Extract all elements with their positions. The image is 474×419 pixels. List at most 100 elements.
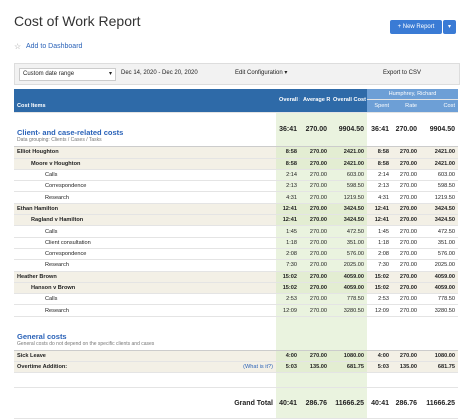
- row-label: Research: [14, 191, 276, 204]
- cell-cost: 778.50: [420, 293, 459, 306]
- row-label-text: Heather Brown: [17, 273, 57, 280]
- cell-cost: 778.50: [330, 293, 367, 306]
- section-row: Client- and case-related costs Data group…: [14, 112, 459, 148]
- table-row: Elliot Houghton 8:58 270.00 2421.00 8:58 270.…: [14, 146, 459, 159]
- cell-spent: 15:02: [276, 282, 300, 295]
- cell-spent: 4:31: [276, 191, 300, 204]
- cell-rate: 270.00: [392, 350, 420, 363]
- cell-spent: 1:18: [276, 237, 300, 249]
- row-label: Heather Brown: [14, 271, 276, 283]
- table-row: Calls 1:45 270.00 472.50 1:45 270.00 472.50: [14, 225, 459, 238]
- cell-spent: 2:14: [276, 169, 300, 182]
- cell-cost: 2421.00: [420, 158, 459, 170]
- row-label-text: Ragland v Hamilton: [31, 217, 84, 224]
- row-label: Correspondence: [14, 248, 276, 261]
- cell-spent: 8:58: [276, 158, 300, 170]
- cell-cost: 576.00: [330, 248, 367, 261]
- empty-cell: [420, 372, 459, 389]
- cell-spent: 15:02: [367, 282, 392, 295]
- row-label-text: Moore v Houghton: [31, 160, 81, 167]
- row-label: Sick Leave: [14, 350, 276, 363]
- cell-cost: 472.50: [330, 225, 367, 238]
- cell-cost: 3424.50: [330, 214, 367, 227]
- cell-cost: 9904.50: [330, 112, 367, 148]
- row-label-text: Correspondence: [45, 183, 87, 190]
- cell-rate: 135.00: [392, 361, 420, 374]
- cell-cost: 576.00: [420, 248, 459, 261]
- cell-rate: 270.00: [300, 350, 330, 363]
- cell-spent: 12:09: [276, 304, 300, 317]
- new-report-button[interactable]: + New Report: [390, 20, 442, 34]
- cell-cost: 2421.00: [420, 146, 459, 159]
- cell-rate: 270.00: [300, 282, 330, 295]
- grand-total-label: Grand Total: [14, 387, 276, 419]
- table-row: Moore v Houghton 8:58 270.00 2421.00 8:58 270…: [14, 158, 459, 170]
- cell-spent: 1:45: [367, 225, 392, 238]
- cell-cost: 2421.00: [330, 158, 367, 170]
- column-header: Overall Cost ($): [330, 89, 367, 114]
- table-row: Research 7:30 270.00 2025.00 7:30 270.00 2025.…: [14, 259, 459, 272]
- cell-rate: 270.00: [392, 271, 420, 283]
- table-row: Correspondence 2:08 270.00 576.00 2:08 270.00…: [14, 248, 459, 261]
- cell-cost: 681.75: [330, 361, 367, 374]
- section-title-cell: Client- and case-related costs Data group…: [14, 112, 276, 148]
- cell-rate: 270.00: [392, 304, 420, 317]
- empty-cell: [300, 372, 330, 389]
- cell-spent: 1:18: [367, 237, 392, 249]
- row-label: Research: [14, 304, 276, 317]
- cell-spent: 40:41: [367, 387, 392, 419]
- cell-cost: 3424.50: [420, 214, 459, 227]
- row-label-text: Calls: [45, 296, 58, 303]
- table-row: Ethan Hamilton 12:41 270.00 3424.50 12:41 270…: [14, 203, 459, 216]
- cell-cost: 4059.00: [330, 282, 367, 295]
- new-report-menu[interactable]: ▾: [443, 20, 456, 34]
- section-subtitle: General costs do not depend on the speci…: [17, 340, 155, 347]
- cell-rate: 270.00: [300, 158, 330, 170]
- cell-rate: 270.00: [300, 146, 330, 159]
- group-header: Humphrey, Richard: [367, 89, 459, 101]
- empty-cell: [14, 372, 276, 389]
- help-link[interactable]: (What is it?): [243, 364, 273, 371]
- export-csv-button[interactable]: Export to CSV: [367, 68, 421, 79]
- cell-cost: 603.00: [420, 169, 459, 182]
- cell-rate: 270.00: [392, 191, 420, 204]
- cell-spent: 40:41: [276, 387, 300, 419]
- row-label: Calls: [14, 225, 276, 238]
- cell-rate: 286.76: [392, 387, 420, 419]
- cell-cost: 681.75: [420, 361, 459, 374]
- cell-cost: 3424.50: [330, 203, 367, 216]
- empty-cell: [420, 316, 459, 351]
- cell-spent: 15:02: [367, 271, 392, 283]
- cell-spent: 5:03: [276, 361, 300, 374]
- cell-cost: 3280.50: [330, 304, 367, 317]
- toolbar: Custom date range ▾ Dec 14, 2020 - Dec 20…: [14, 63, 460, 85]
- cell-rate: 270.00: [300, 304, 330, 317]
- edit-configuration-button[interactable]: Edit Configuration ▾: [235, 70, 288, 76]
- cell-cost: 598.50: [420, 180, 459, 193]
- date-range[interactable]: Dec 14, 2020 - Dec 20, 2020: [121, 70, 198, 76]
- star-icon[interactable]: ☆: [14, 42, 22, 51]
- cell-spent: 1:45: [276, 225, 300, 238]
- cell-spent: 2:53: [367, 293, 392, 306]
- table-row: Heather Brown 15:02 270.00 4059.00 15:02 270.…: [14, 271, 459, 283]
- row-label-text: Calls: [45, 172, 58, 179]
- cell-rate: 270.00: [392, 146, 420, 159]
- cell-spent: 2:53: [276, 293, 300, 306]
- cell-cost: 3424.50: [420, 203, 459, 216]
- cell-spent: 12:41: [276, 203, 300, 216]
- add-to-dashboard-link[interactable]: Add to Dashboard: [26, 43, 83, 50]
- row-label-text: Overtime Addition:: [17, 364, 68, 371]
- cell-spent: 7:30: [276, 259, 300, 272]
- cell-rate: 270.00: [392, 237, 420, 249]
- row-label-text: Elliot Houghton: [17, 149, 59, 156]
- section-title-cell: General costs General costs do not depend…: [14, 316, 276, 351]
- empty-cell: [276, 372, 300, 389]
- date-range-select[interactable]: Custom date range ▾: [19, 68, 116, 81]
- grand-total-row: Grand Total 40:41 286.76 11666.25 40:41 286.7…: [14, 387, 459, 419]
- cell-spent: 4:00: [367, 350, 392, 363]
- column-header: Average Rate ($/h): [300, 89, 330, 114]
- edit-configuration-text: Edit Configuration: [235, 70, 283, 76]
- table-row: Hanson v Brown 15:02 270.00 4059.00 15:02 270…: [14, 282, 459, 295]
